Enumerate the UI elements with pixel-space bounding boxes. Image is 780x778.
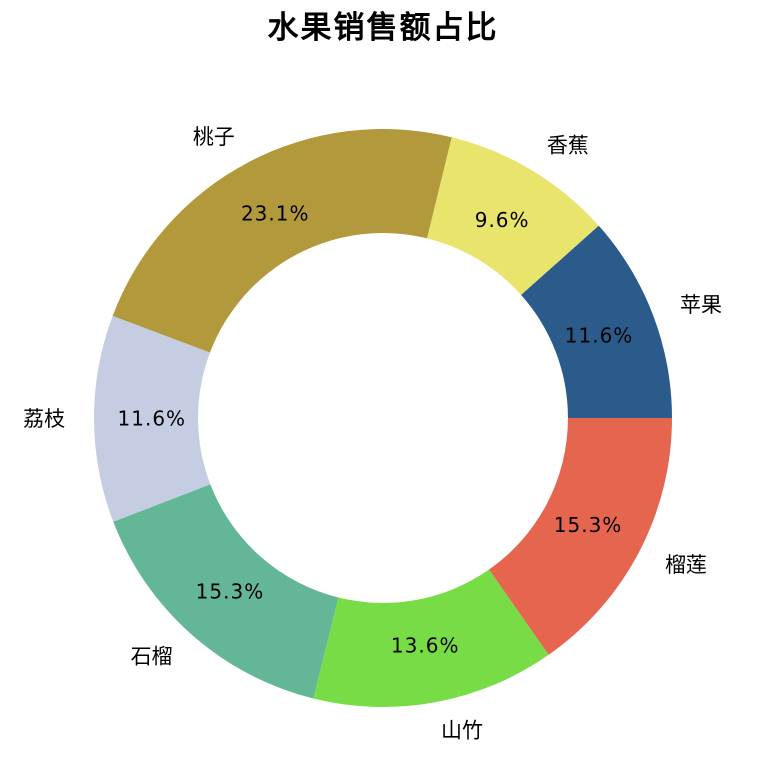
percent-label: 11.6% — [118, 407, 187, 431]
category-label: 苹果 — [680, 293, 722, 317]
percent-label: 11.6% — [565, 324, 634, 348]
pie-slice — [521, 225, 672, 418]
category-label: 荔枝 — [23, 407, 65, 431]
category-label: 榴莲 — [665, 553, 707, 577]
pie-slice — [113, 484, 339, 699]
percent-labels: 11.6% 9.6% 23.1% 11.6% 15.3% 13.6% 15.3% — [118, 201, 634, 657]
percent-label: 15.3% — [554, 513, 623, 537]
percent-label: 23.1% — [241, 201, 310, 225]
percent-label: 15.3% — [196, 579, 265, 603]
category-label: 山竹 — [441, 719, 483, 743]
pie-slices — [94, 129, 672, 707]
percent-label: 9.6% — [475, 208, 530, 232]
category-label: 石榴 — [131, 644, 173, 668]
pie-slice — [112, 129, 452, 353]
pie-slice — [94, 315, 211, 522]
pie-slice — [426, 137, 599, 295]
pie-slice — [489, 418, 672, 655]
chart-title: 水果销售额占比 — [268, 10, 499, 46]
category-label: 香蕉 — [547, 134, 589, 158]
percent-label: 13.6% — [391, 633, 460, 657]
category-label: 桃子 — [193, 125, 235, 149]
pie-slice — [313, 569, 549, 707]
